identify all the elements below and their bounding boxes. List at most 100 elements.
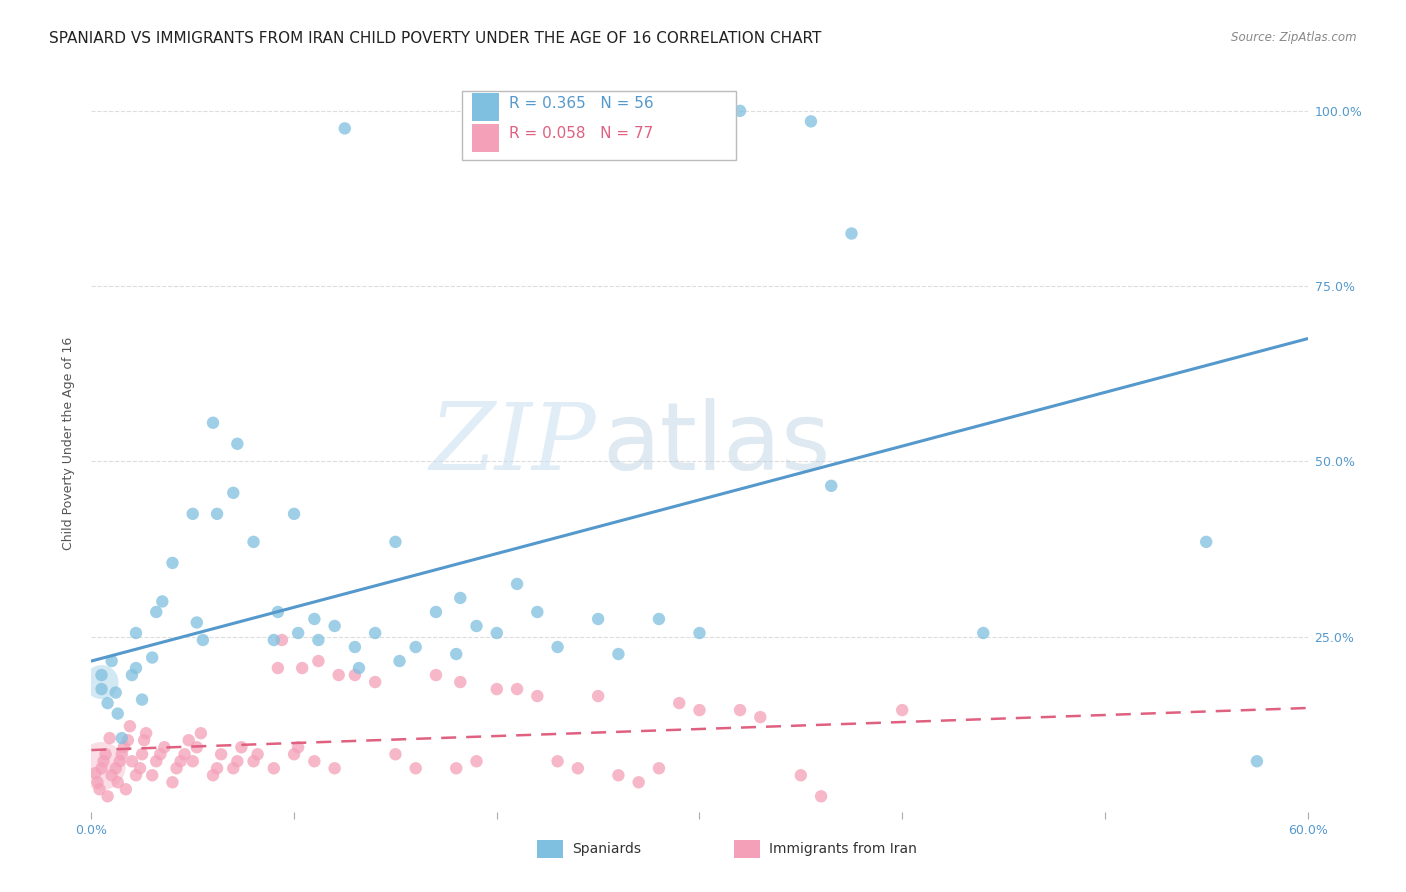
Point bbox=[115, 782, 138, 797]
Point bbox=[129, 761, 152, 775]
Point bbox=[177, 733, 200, 747]
Point bbox=[104, 685, 127, 699]
Point bbox=[90, 759, 112, 773]
Point bbox=[202, 416, 225, 430]
Point bbox=[131, 747, 153, 762]
Point bbox=[100, 654, 122, 668]
Point bbox=[841, 227, 863, 241]
Text: ZIP: ZIP bbox=[429, 399, 596, 489]
Point bbox=[125, 661, 148, 675]
Point bbox=[287, 740, 309, 755]
Point bbox=[111, 731, 134, 746]
FancyBboxPatch shape bbox=[734, 839, 761, 858]
Point bbox=[648, 761, 671, 775]
Point bbox=[242, 754, 264, 768]
Text: Immigrants from Iran: Immigrants from Iran bbox=[769, 842, 917, 856]
Point bbox=[343, 668, 366, 682]
Point bbox=[145, 605, 167, 619]
Point bbox=[97, 789, 120, 804]
Point bbox=[364, 675, 387, 690]
Point bbox=[246, 747, 269, 762]
Point bbox=[94, 747, 117, 762]
Point bbox=[242, 534, 264, 549]
Point bbox=[526, 605, 548, 619]
Point bbox=[104, 761, 127, 775]
Point bbox=[567, 761, 589, 775]
Point bbox=[586, 689, 609, 703]
Point bbox=[820, 479, 842, 493]
Point bbox=[444, 761, 467, 775]
Point bbox=[668, 696, 690, 710]
Point bbox=[226, 754, 249, 768]
Point bbox=[90, 675, 112, 690]
Point bbox=[425, 605, 447, 619]
Point bbox=[485, 682, 508, 697]
Point bbox=[972, 626, 994, 640]
Text: Spaniards: Spaniards bbox=[572, 842, 641, 856]
Text: R = 0.365   N = 56: R = 0.365 N = 56 bbox=[509, 95, 654, 111]
Point bbox=[506, 682, 529, 697]
Point bbox=[388, 654, 411, 668]
Point bbox=[107, 706, 129, 721]
Point bbox=[181, 754, 204, 768]
Point bbox=[131, 692, 153, 706]
Point bbox=[364, 626, 387, 640]
Point bbox=[688, 703, 710, 717]
Point bbox=[205, 507, 228, 521]
Point bbox=[810, 789, 832, 804]
Point bbox=[231, 740, 253, 755]
Point bbox=[118, 719, 141, 733]
Point bbox=[97, 696, 120, 710]
Point bbox=[173, 747, 195, 762]
Point bbox=[153, 740, 176, 755]
Point bbox=[800, 114, 823, 128]
Point bbox=[132, 733, 155, 747]
Point bbox=[283, 507, 305, 521]
Point bbox=[267, 605, 290, 619]
Point bbox=[117, 733, 139, 747]
Point bbox=[405, 640, 427, 654]
FancyBboxPatch shape bbox=[472, 93, 499, 120]
Text: SPANIARD VS IMMIGRANTS FROM IRAN CHILD POVERTY UNDER THE AGE OF 16 CORRELATION C: SPANIARD VS IMMIGRANTS FROM IRAN CHILD P… bbox=[49, 31, 821, 46]
Point bbox=[291, 661, 314, 675]
Point bbox=[304, 612, 326, 626]
Point bbox=[749, 710, 772, 724]
Point bbox=[209, 747, 232, 762]
Point bbox=[190, 726, 212, 740]
Point bbox=[98, 731, 121, 746]
Point bbox=[181, 507, 204, 521]
Point bbox=[205, 761, 228, 775]
Point bbox=[267, 661, 290, 675]
Point bbox=[162, 775, 184, 789]
FancyBboxPatch shape bbox=[472, 124, 499, 152]
Point bbox=[347, 661, 370, 675]
Point bbox=[307, 654, 329, 668]
Point bbox=[89, 782, 111, 797]
Point bbox=[108, 754, 131, 768]
Point bbox=[728, 103, 751, 118]
Point bbox=[90, 668, 112, 682]
Point bbox=[111, 747, 134, 762]
Point bbox=[307, 633, 329, 648]
Point bbox=[323, 619, 346, 633]
Point bbox=[506, 577, 529, 591]
Point bbox=[283, 747, 305, 762]
Point bbox=[343, 640, 366, 654]
Point bbox=[84, 766, 107, 780]
Point bbox=[333, 121, 356, 136]
Point bbox=[226, 436, 249, 450]
Point bbox=[90, 761, 112, 775]
Point bbox=[648, 612, 671, 626]
Point bbox=[607, 647, 630, 661]
Point bbox=[141, 650, 163, 665]
Point bbox=[1195, 534, 1218, 549]
Text: R = 0.058   N = 77: R = 0.058 N = 77 bbox=[509, 127, 652, 142]
Point bbox=[263, 761, 285, 775]
Point bbox=[162, 556, 184, 570]
Point bbox=[186, 615, 208, 630]
Point bbox=[547, 640, 569, 654]
Point bbox=[169, 754, 191, 768]
Point bbox=[1246, 754, 1268, 768]
Point bbox=[125, 768, 148, 782]
Point bbox=[465, 754, 488, 768]
